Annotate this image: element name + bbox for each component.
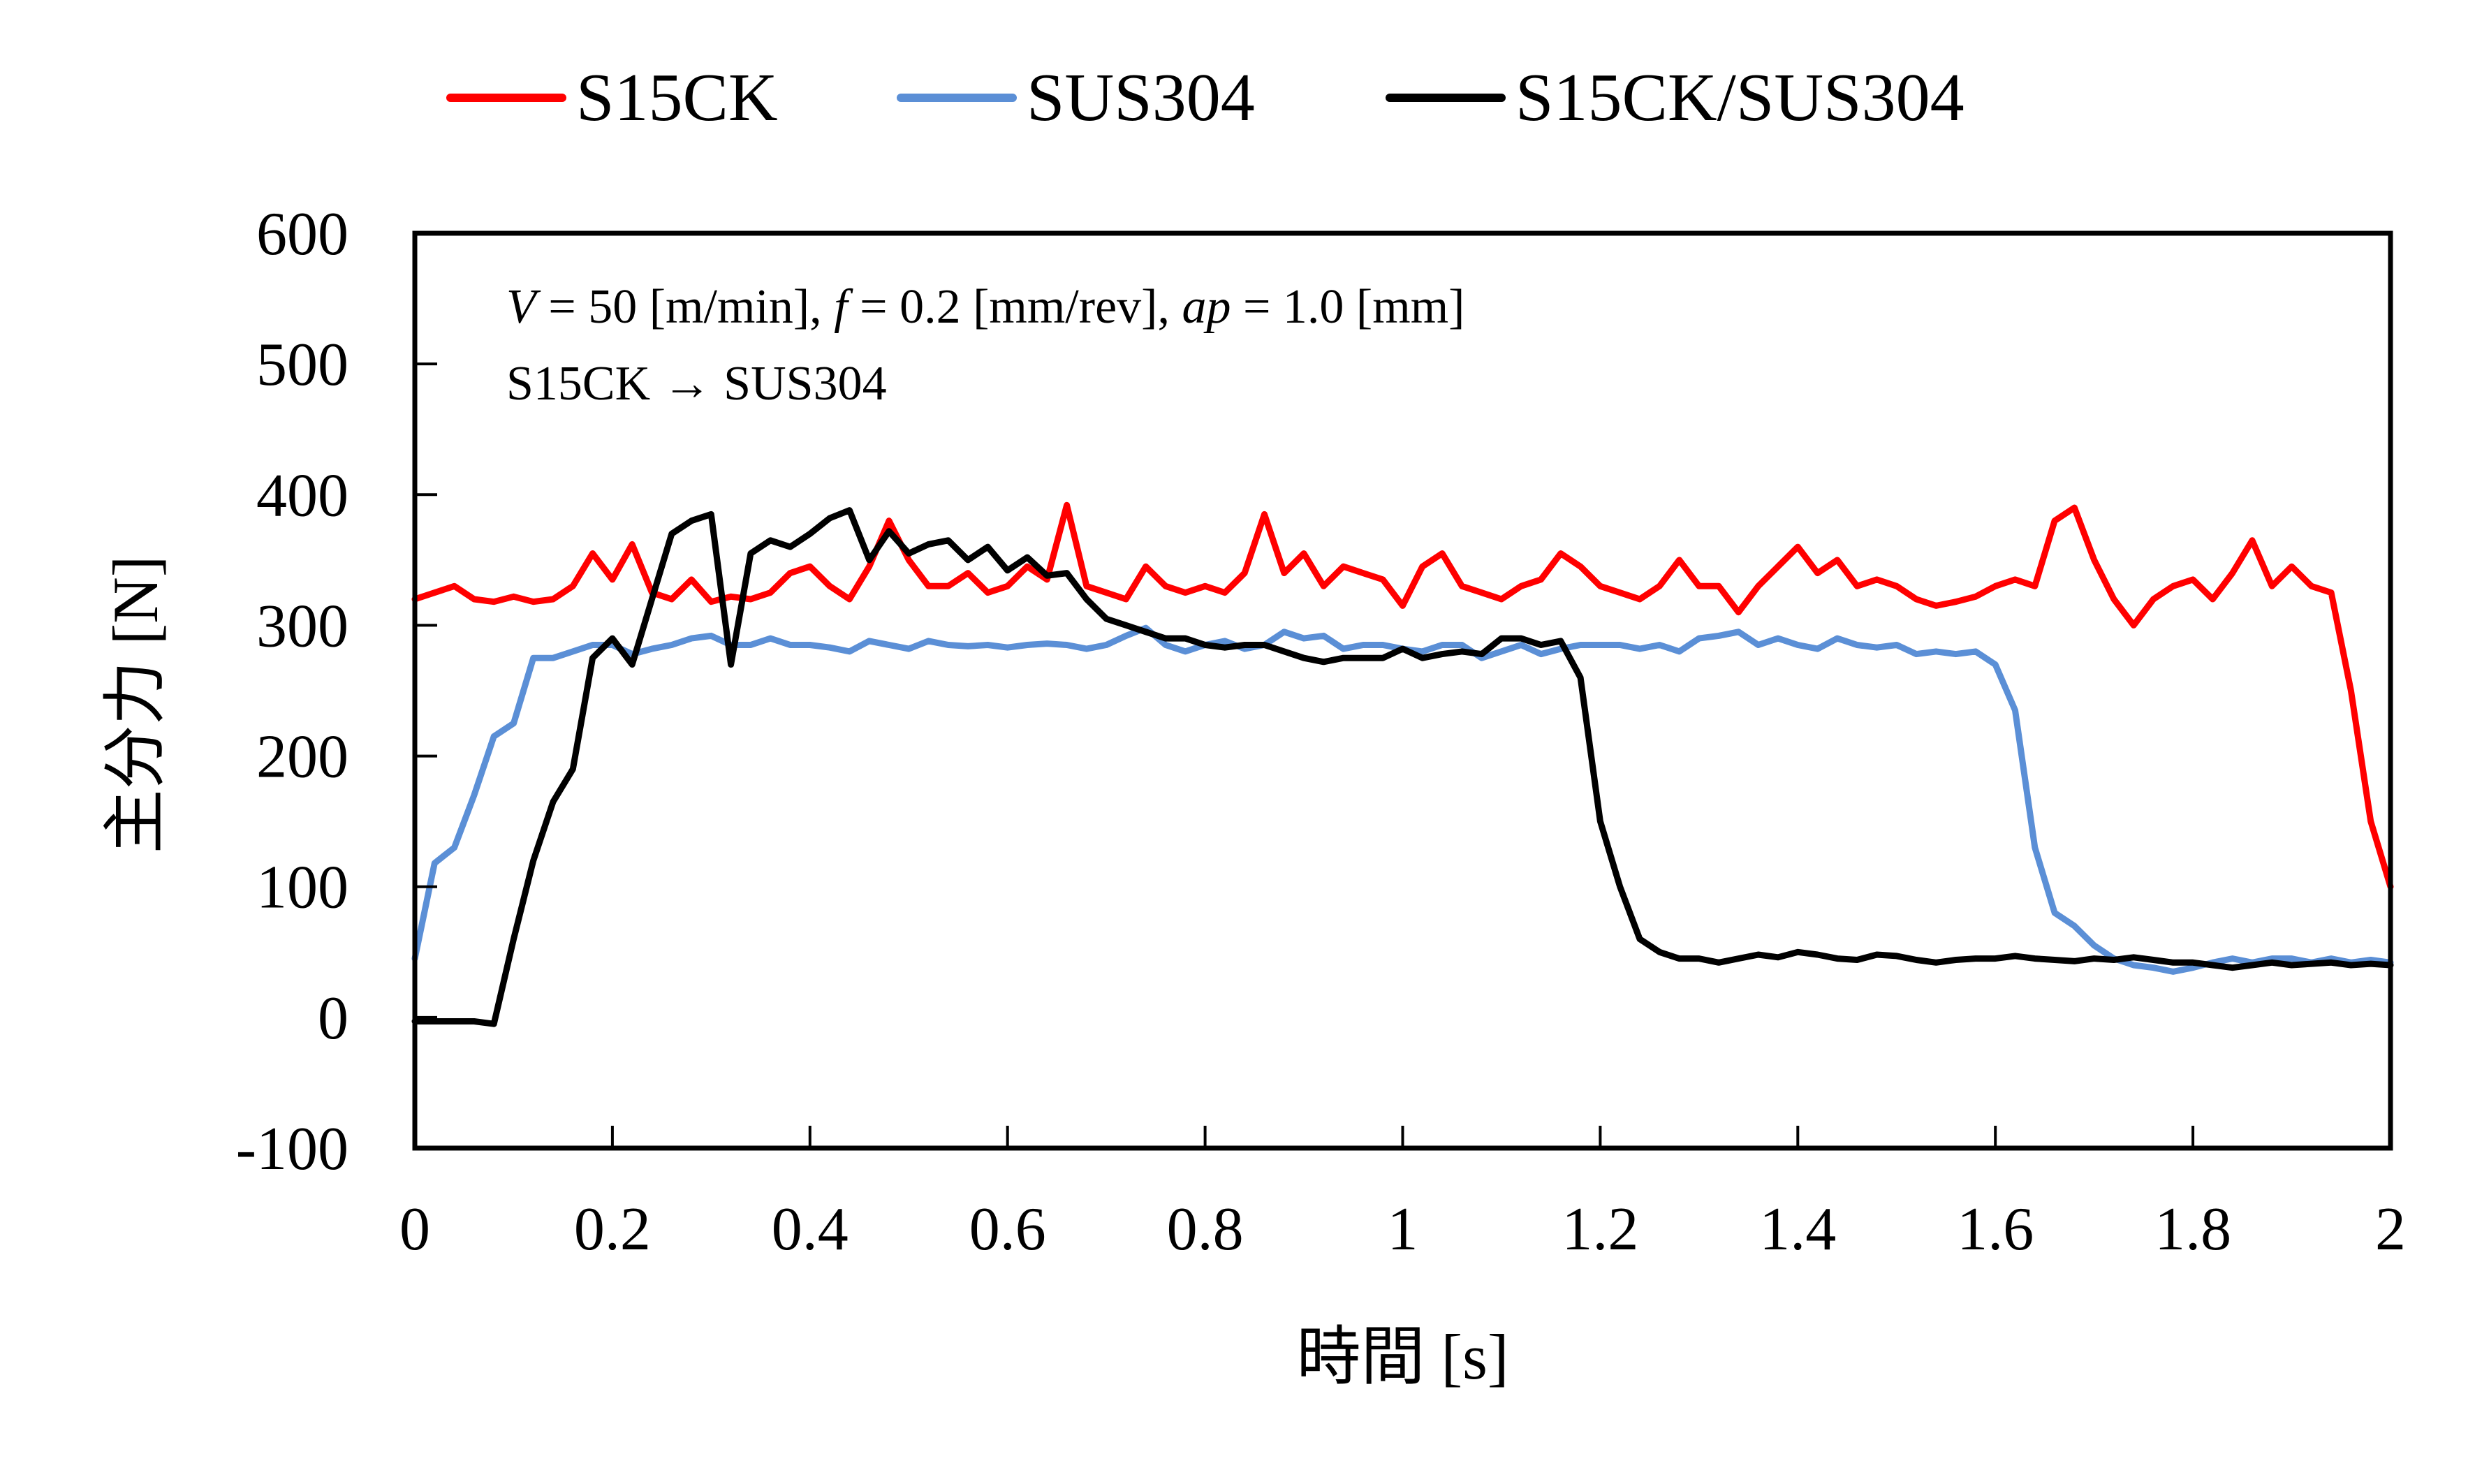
y-axis-title: 主分力 [N] — [100, 556, 171, 854]
x-tick-label: 0 — [399, 1196, 430, 1263]
y-tick-label: -100 — [236, 1115, 348, 1183]
y-tick-label: 100 — [256, 854, 348, 922]
legend-label: SUS304 — [1027, 60, 1255, 135]
series-line-s15ck — [411, 501, 2394, 890]
tick-labels: 0 0.2 0.4 0.6 0.8 1 1.2 1.4 1.6 1.8 2 -100 0 100 200 30… — [236, 200, 2406, 1263]
annotations: V = 50 [m/min], f = 0.2 [mm/rev], ap = 1… — [506, 280, 1464, 411]
x-tick-label: 1 — [1388, 1196, 1418, 1263]
x-tick-label: 2 — [2375, 1196, 2406, 1263]
y-tick-label: 0 — [318, 985, 348, 1052]
series-layer — [411, 501, 2394, 1027]
ticks — [415, 362, 2195, 1148]
y-tick-label: 400 — [256, 462, 348, 529]
x-tick-label: 0.8 — [1167, 1196, 1244, 1263]
annotation-text: V = 50 [m/min], f = 0.2 [mm/rev], ap = 1… — [506, 280, 1464, 334]
x-tick-label: 0.4 — [772, 1196, 849, 1263]
legend-label: S15CK/SUS304 — [1515, 60, 1964, 135]
y-tick-label: 500 — [256, 331, 348, 399]
y-tick-label: 200 — [256, 723, 348, 791]
y-tick-label: 300 — [256, 592, 348, 660]
x-tick-label: 1.8 — [2154, 1196, 2231, 1263]
legend-label: S15CK — [576, 60, 778, 135]
x-tick-label: 1.4 — [1759, 1196, 1836, 1263]
legend: S15CK SUS304 S15CK/SUS304 — [446, 60, 1964, 135]
x-tick-label: 1.6 — [1957, 1196, 2034, 1263]
x-tick-label: 0.6 — [969, 1196, 1046, 1263]
x-tick-label: 1.2 — [1562, 1196, 1638, 1263]
series-line-sus304 — [411, 624, 2394, 975]
x-tick-label: 0.2 — [574, 1196, 651, 1263]
y-tick-label: 600 — [256, 200, 348, 268]
series-line-s15ck-sus304 — [411, 507, 2394, 1027]
annotation-text: S15CK → SUS304 — [506, 357, 887, 411]
x-axis-title: 時間 [s] — [1296, 1321, 1508, 1393]
